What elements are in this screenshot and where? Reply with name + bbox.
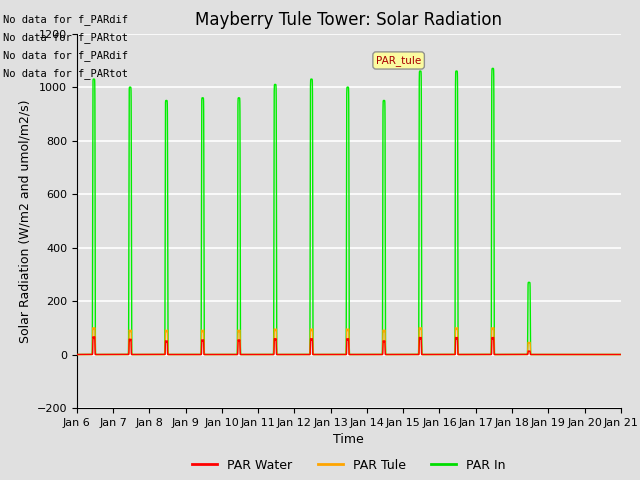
Text: No data for f_PARtot: No data for f_PARtot [3, 68, 128, 79]
Title: Mayberry Tule Tower: Solar Radiation: Mayberry Tule Tower: Solar Radiation [195, 11, 502, 29]
Y-axis label: Solar Radiation (W/m2 and umol/m2/s): Solar Radiation (W/m2 and umol/m2/s) [18, 99, 31, 343]
Text: No data for f_PARdif: No data for f_PARdif [3, 50, 128, 61]
Text: PAR_tule: PAR_tule [376, 55, 421, 66]
Text: No data for f_PARdif: No data for f_PARdif [3, 13, 128, 24]
Legend: PAR Water, PAR Tule, PAR In: PAR Water, PAR Tule, PAR In [188, 454, 510, 477]
X-axis label: Time: Time [333, 433, 364, 446]
Text: No data for f_PARtot: No data for f_PARtot [3, 32, 128, 43]
